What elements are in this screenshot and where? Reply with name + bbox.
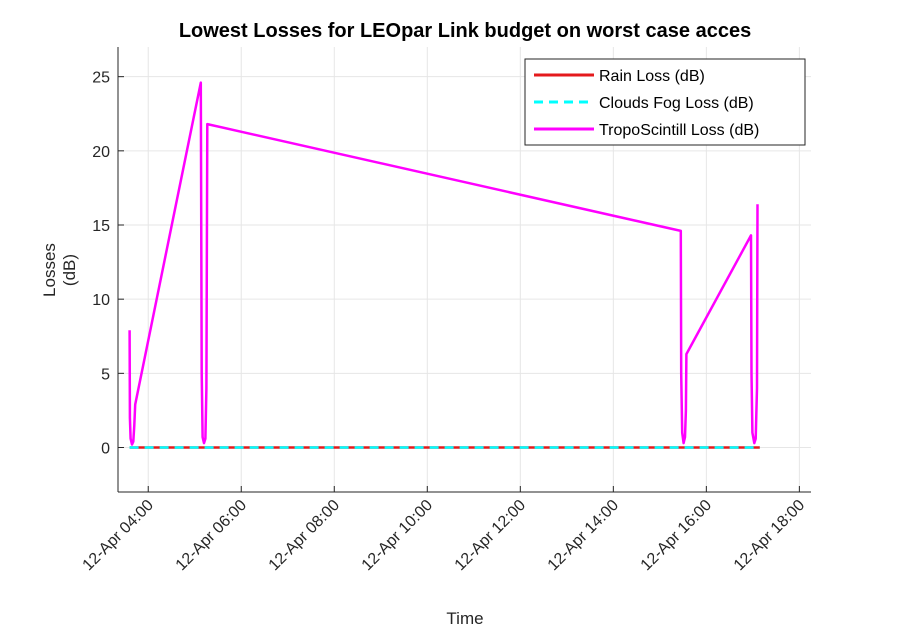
- troposcintill-loss-line: [128, 81, 759, 446]
- series-layer: [128, 81, 760, 449]
- legend: Rain Loss (dB) Clouds Fog Loss (dB) TropoS…: [524, 58, 806, 146]
- axes: [117, 47, 811, 493]
- y-tick-label: 5: [101, 366, 110, 383]
- y-tick-label: 0: [101, 441, 110, 458]
- y-tick-label: 20: [92, 144, 110, 161]
- y-axis-label-line1: Losses: [40, 243, 59, 297]
- y-tick-label: 10: [92, 292, 110, 309]
- legend-entry-rain-loss: Rain Loss (dB): [599, 68, 705, 85]
- chart-title: Lowest Losses for LEOpar Link budget on …: [179, 20, 751, 42]
- y-axis-label-line2: (dB): [60, 254, 79, 286]
- y-tick-label: 25: [92, 70, 110, 87]
- x-axis-label: Time: [446, 609, 483, 628]
- legend-entry-troposcintill-loss: TropoScintill Loss (dB): [599, 122, 759, 139]
- legend-entry-clouds-fog-loss: Clouds Fog Loss (dB): [599, 95, 754, 112]
- y-tick-label: 15: [92, 218, 110, 235]
- grid-lines: [118, 47, 811, 492]
